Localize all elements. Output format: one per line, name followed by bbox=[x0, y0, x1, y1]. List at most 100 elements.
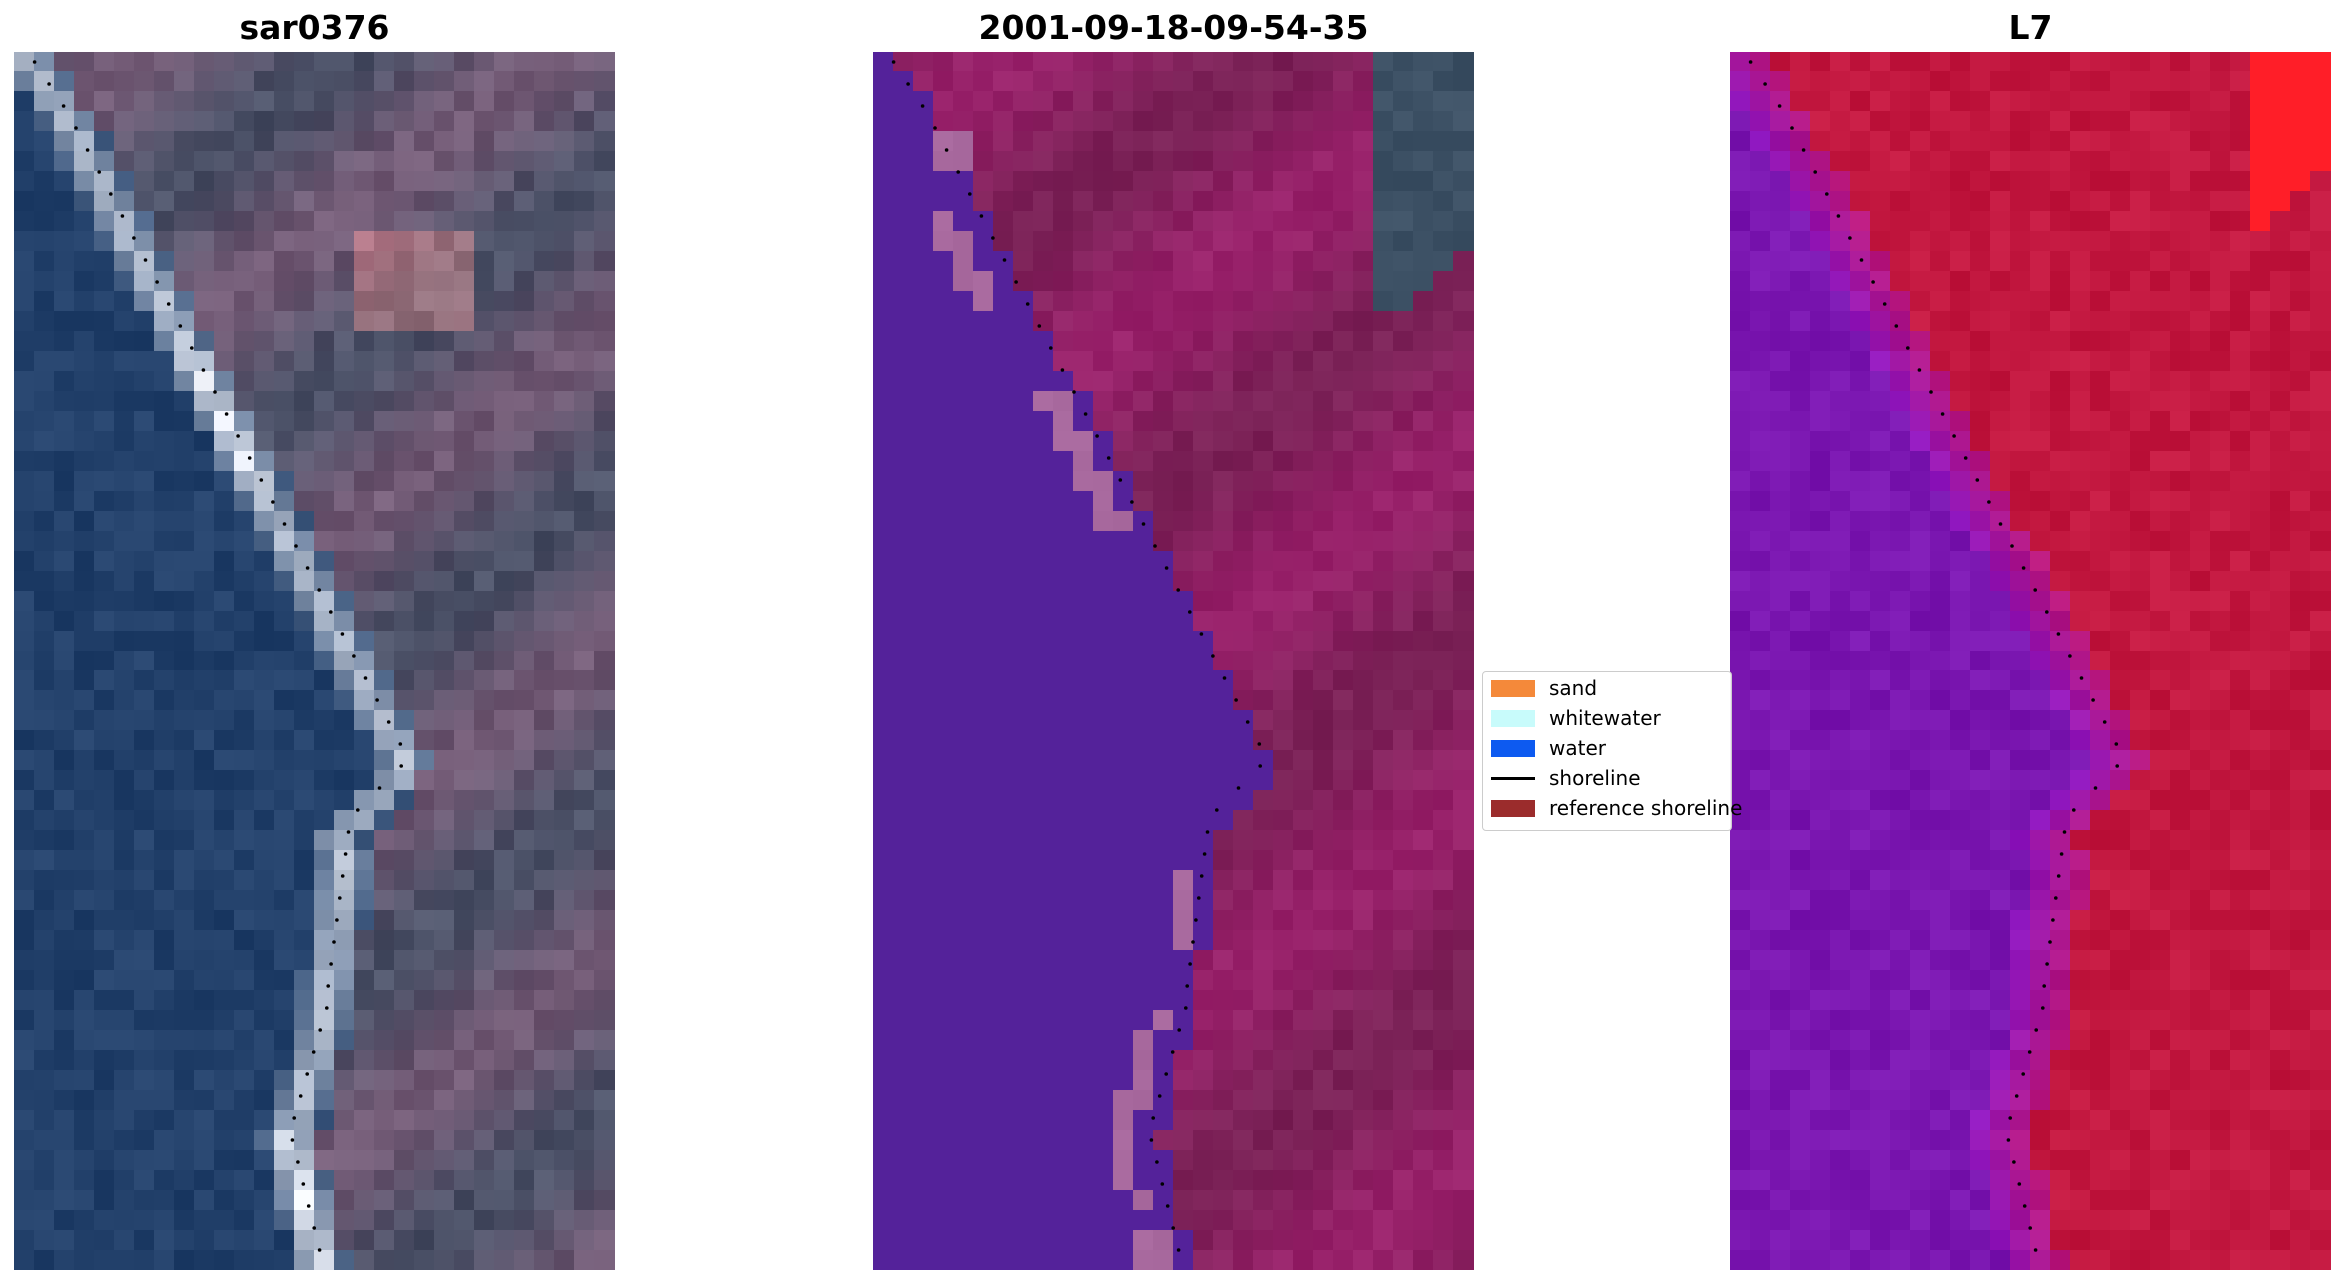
shoreline-line-icon bbox=[1491, 776, 1535, 780]
shoreline-point bbox=[1049, 346, 1053, 350]
shoreline-point bbox=[2022, 1204, 2027, 1208]
shoreline-point bbox=[1963, 456, 1968, 460]
shoreline-point bbox=[166, 302, 171, 306]
shoreline-point bbox=[1848, 236, 1852, 240]
shoreline-point bbox=[325, 1006, 329, 1010]
shoreline-point bbox=[1164, 566, 1169, 570]
shoreline-point bbox=[340, 874, 345, 878]
shoreline-point bbox=[1894, 324, 1899, 328]
reference-shoreline-swatch bbox=[1491, 799, 1535, 817]
shoreline-point bbox=[906, 82, 910, 86]
shoreline-point bbox=[1234, 698, 1238, 702]
shoreline-point bbox=[1257, 742, 1262, 746]
shoreline-overlay bbox=[32, 60, 404, 1252]
shoreline-point bbox=[1790, 126, 1794, 130]
shoreline-point bbox=[1149, 1138, 1154, 1142]
shoreline-point bbox=[1245, 720, 1250, 724]
shoreline-point bbox=[2017, 1182, 2022, 1186]
shoreline-point bbox=[318, 1028, 323, 1032]
shoreline-point bbox=[301, 1182, 306, 1186]
shoreline-point bbox=[2028, 1226, 2032, 1230]
shoreline-point bbox=[2010, 544, 2014, 548]
shoreline-point bbox=[2008, 1116, 2012, 1120]
shoreline-point bbox=[306, 1204, 311, 1208]
shoreline-point bbox=[1906, 346, 1910, 350]
shoreline-point bbox=[1859, 258, 1864, 262]
shoreline-point bbox=[2051, 918, 2055, 922]
shoreline-point bbox=[1801, 148, 1806, 152]
shoreline-point bbox=[2054, 896, 2058, 900]
shoreline-point bbox=[346, 830, 351, 834]
shoreline-point bbox=[2014, 1094, 2019, 1098]
shoreline-point bbox=[991, 236, 995, 240]
shoreline-point bbox=[1836, 214, 1841, 218]
panel-title-rgb: sar0376 bbox=[239, 8, 390, 47]
shoreline-point bbox=[2048, 940, 2052, 944]
shoreline-point bbox=[956, 170, 960, 174]
legend: sand whitewater water shoreline referenc… bbox=[1482, 671, 1742, 831]
shoreline-point bbox=[1184, 1006, 1188, 1010]
shoreline-point bbox=[399, 764, 404, 768]
shoreline-point bbox=[1258, 764, 1262, 768]
shoreline-point bbox=[340, 632, 345, 636]
shoreline-point bbox=[2068, 654, 2072, 658]
legend-item-water: water bbox=[1491, 736, 1606, 760]
shoreline-point bbox=[329, 962, 333, 966]
shoreline-point bbox=[1987, 500, 1991, 504]
shoreline-point bbox=[1153, 544, 1157, 548]
shoreline-point bbox=[1825, 192, 1829, 196]
legend-item-whitewater: whitewater bbox=[1491, 706, 1661, 730]
shoreline-point bbox=[47, 82, 51, 86]
shoreline-point bbox=[155, 280, 159, 284]
shoreline-point bbox=[2012, 1160, 2016, 1164]
shoreline-point bbox=[1917, 368, 1922, 372]
shoreline-point bbox=[1763, 82, 1767, 86]
shoreline-point bbox=[1095, 434, 1099, 438]
shoreline-point bbox=[2027, 1050, 2032, 1054]
shoreline-point bbox=[2006, 1138, 2011, 1142]
shoreline-point bbox=[1222, 676, 1227, 680]
shoreline-point bbox=[290, 1138, 295, 1142]
legend-label: whitewater bbox=[1549, 706, 1661, 730]
shoreline-point bbox=[375, 698, 379, 702]
shoreline-point bbox=[143, 258, 148, 262]
shoreline-point bbox=[2072, 808, 2076, 812]
shoreline-point bbox=[1199, 874, 1204, 878]
shoreline-point bbox=[2034, 1028, 2038, 1032]
panel-title-index: L7 bbox=[2008, 8, 2053, 47]
shoreline-point bbox=[338, 896, 342, 900]
shoreline-point bbox=[2115, 764, 2119, 768]
shoreline-point bbox=[979, 214, 984, 218]
shoreline-point bbox=[968, 192, 972, 196]
shoreline-point bbox=[1014, 280, 1018, 284]
shoreline-point bbox=[2021, 566, 2026, 570]
shoreline-point bbox=[132, 236, 136, 240]
shoreline-point bbox=[2045, 610, 2049, 614]
shoreline-point bbox=[1176, 1248, 1181, 1252]
shoreline-point bbox=[292, 1116, 297, 1120]
shoreline-point bbox=[1106, 456, 1111, 460]
legend-item-shoreline: shoreline bbox=[1491, 766, 1641, 790]
shoreline-point bbox=[1236, 786, 1241, 790]
shoreline-point bbox=[120, 214, 125, 218]
shoreline-point bbox=[1118, 478, 1123, 482]
shoreline-point bbox=[1155, 1160, 1159, 1164]
shoreline-point bbox=[356, 808, 360, 812]
shoreline-point bbox=[2033, 1248, 2038, 1252]
shoreline-point bbox=[1748, 60, 1753, 64]
shoreline-point bbox=[326, 984, 331, 988]
shoreline-point bbox=[2114, 742, 2119, 746]
index-image bbox=[1730, 52, 2331, 1270]
shoreline-point bbox=[1929, 390, 1933, 394]
shoreline-point bbox=[1777, 104, 1782, 108]
shoreline-point bbox=[1072, 390, 1076, 394]
shoreline-point bbox=[178, 324, 183, 328]
shoreline-point bbox=[201, 368, 206, 372]
shoreline-point bbox=[1185, 984, 1189, 988]
shoreline-point bbox=[944, 148, 949, 152]
shoreline-point bbox=[1998, 522, 2003, 526]
shoreline-point bbox=[1975, 478, 1980, 482]
shoreline-point bbox=[1151, 1116, 1155, 1120]
shoreline-point bbox=[317, 588, 322, 592]
shoreline-point bbox=[97, 170, 101, 174]
